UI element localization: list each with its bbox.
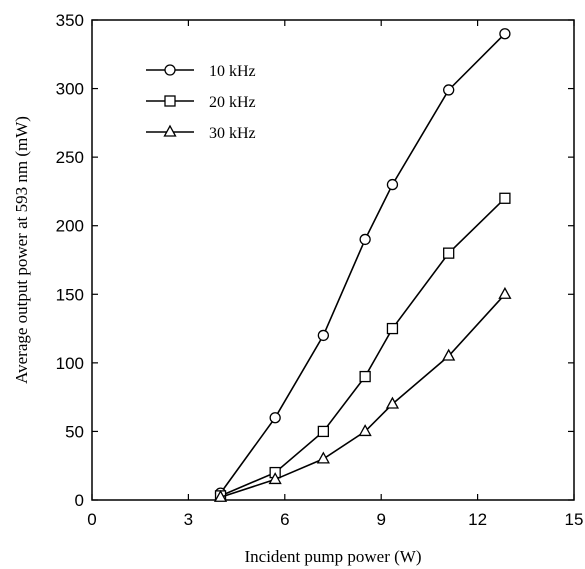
data-point [499,28,511,40]
y-tick-label: 150 [56,285,84,304]
data-point [268,472,282,485]
data-point [359,370,371,383]
series-triangle [213,286,512,502]
x-tick-label: 12 [468,510,487,529]
data-point [498,286,512,299]
y-tick-label: 350 [56,11,84,30]
data-point [386,178,399,191]
data-point [316,451,330,464]
y-tick-label: 100 [56,354,84,373]
series-circle [214,28,511,499]
y-tick-label: 250 [56,148,84,167]
legend-label: 30 kHz [209,125,256,142]
plot-frame [91,19,575,501]
y-tick-label: 50 [65,422,84,441]
x-axis-label: Incident pump power (W) [244,547,421,566]
data-point [442,348,456,361]
y-tick-label: 300 [56,80,84,99]
data-point [317,329,330,342]
x-tick-label: 6 [280,510,289,529]
x-axis-ticks: 0 3 6 9 12 15 [87,20,583,529]
x-tick-label: 15 [565,510,584,529]
legend-label: 20 kHz [209,94,256,111]
legend-item: 20 kHz [146,94,256,111]
series-line [220,293,506,499]
data-point [317,425,330,438]
x-tick-label: 0 [87,510,96,529]
legend-label: 10 kHz [209,63,256,80]
legend-marker [163,124,177,137]
data-point [386,322,399,335]
series-layer [213,28,512,502]
series-line [219,33,506,494]
x-tick-label: 9 [376,510,385,529]
data-point [269,412,281,424]
data-point [385,396,400,409]
data-point [213,489,228,502]
legend: 10 kHz 20 kHz 30 kHz [146,63,256,142]
legend-marker [164,64,176,76]
y-axis-ticks: 0 50 100 150 200 250 300 350 [56,11,574,510]
y-tick-label: 0 [75,491,84,510]
data-point [358,424,372,437]
legend-marker [164,95,176,107]
y-axis-label: Average output power at 593 nm (mW) [12,116,31,384]
legend-item: 30 kHz [146,124,256,142]
y-tick-label: 200 [56,217,84,236]
legend-item: 10 kHz [146,63,256,80]
data-point [443,84,455,96]
data-point [443,247,455,259]
x-tick-label: 3 [184,510,193,529]
data-point [499,192,511,204]
plot-border [91,19,575,501]
data-point [359,233,371,246]
